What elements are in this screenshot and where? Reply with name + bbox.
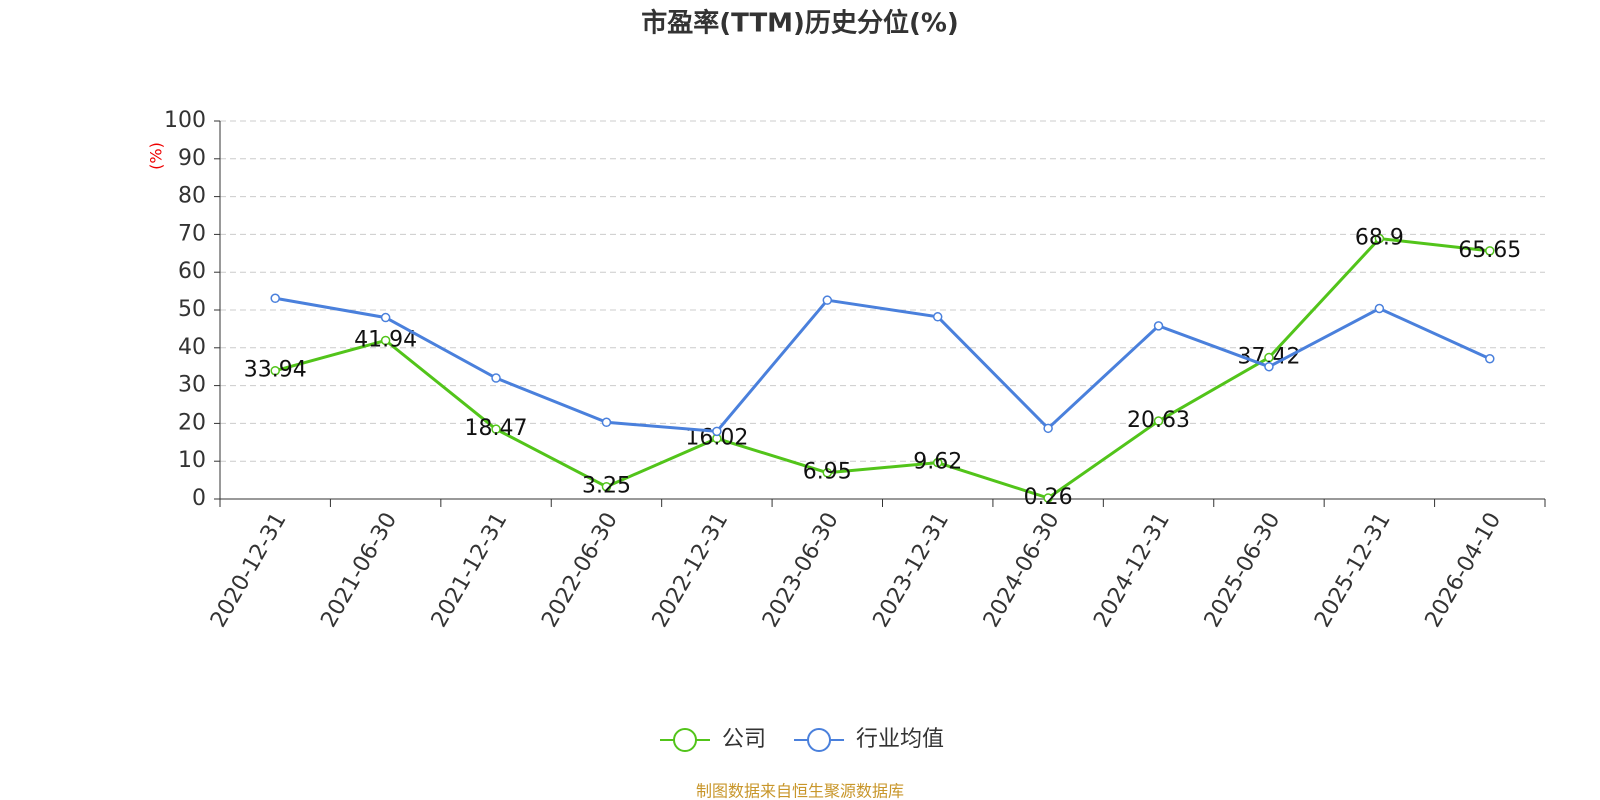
y-tick-label: 60 [178, 259, 206, 284]
legend-marker [673, 728, 697, 752]
series-line [274, 296, 1491, 433]
point [1264, 352, 1274, 363]
legend-marker [807, 728, 832, 752]
data-label: 3.25 [582, 474, 631, 499]
point [1043, 493, 1053, 503]
x-tick-label: 2026-04-10 [1421, 509, 1507, 632]
data-label: 33.94 [244, 358, 307, 383]
point [270, 293, 280, 304]
point [601, 481, 612, 492]
data-label: 18.47 [465, 416, 528, 441]
y-axis-label: (%) [147, 142, 166, 170]
y-tick-label: 40 [178, 335, 206, 360]
data-label: 68.9 [1355, 226, 1404, 251]
x-tick-label: 2022-12-31 [648, 509, 734, 632]
data-label: 41.94 [354, 327, 417, 352]
point [1043, 423, 1053, 434]
legend-label: 公司 [722, 727, 766, 752]
x-tick-label: 2024-06-30 [979, 509, 1065, 632]
point [1485, 354, 1495, 364]
point [1485, 246, 1495, 256]
point [270, 365, 280, 376]
chart-title: 市盈率(TTM)历史分位(%) [641, 8, 959, 39]
point [1374, 303, 1385, 314]
point [601, 417, 612, 428]
y-tick-label: 80 [178, 184, 206, 209]
point [380, 335, 391, 346]
point [380, 312, 391, 323]
series-line [274, 236, 1490, 500]
y-tick-label: 90 [178, 146, 206, 171]
y-tick-label: 50 [178, 297, 206, 322]
point [1374, 233, 1385, 244]
x-tick-label: 2023-06-30 [758, 509, 844, 632]
source-note: 制图数据来自恒生聚源数据库 [696, 782, 904, 800]
x-tick-label: 2022-06-30 [537, 509, 623, 632]
x-tick-label: 2025-12-31 [1310, 509, 1396, 632]
y-tick-label: 20 [178, 410, 206, 435]
point [1153, 321, 1164, 331]
point [1264, 361, 1274, 372]
y-tick-label: 0 [192, 486, 206, 511]
data-label: 9.62 [913, 450, 962, 475]
x-tick-label: 2021-06-30 [316, 509, 402, 632]
point [491, 424, 501, 434]
x-tick-label: 2020-12-31 [206, 509, 292, 632]
y-tick-label: 10 [178, 448, 206, 473]
point [932, 312, 943, 322]
x-tick-label: 2023-12-31 [869, 509, 955, 632]
y-tick-label: 70 [178, 221, 206, 246]
legend-label: 行业均值 [856, 727, 944, 752]
point [932, 457, 943, 468]
y-tick-label: 30 [178, 373, 206, 398]
point [712, 426, 722, 437]
point [822, 467, 833, 478]
point [822, 295, 833, 305]
x-tick-label: 2024-12-31 [1089, 509, 1175, 632]
y-tick-label: 100 [164, 108, 206, 133]
x-tick-label: 2021-12-31 [427, 509, 513, 632]
data-label: 65.65 [1458, 238, 1521, 263]
data-label: 6.95 [803, 460, 852, 485]
data-label: 20.63 [1127, 408, 1190, 433]
point [491, 373, 501, 383]
x-tick-label: 2025-06-30 [1200, 509, 1286, 632]
data-label: 0.26 [1024, 485, 1073, 510]
point [1153, 416, 1164, 426]
